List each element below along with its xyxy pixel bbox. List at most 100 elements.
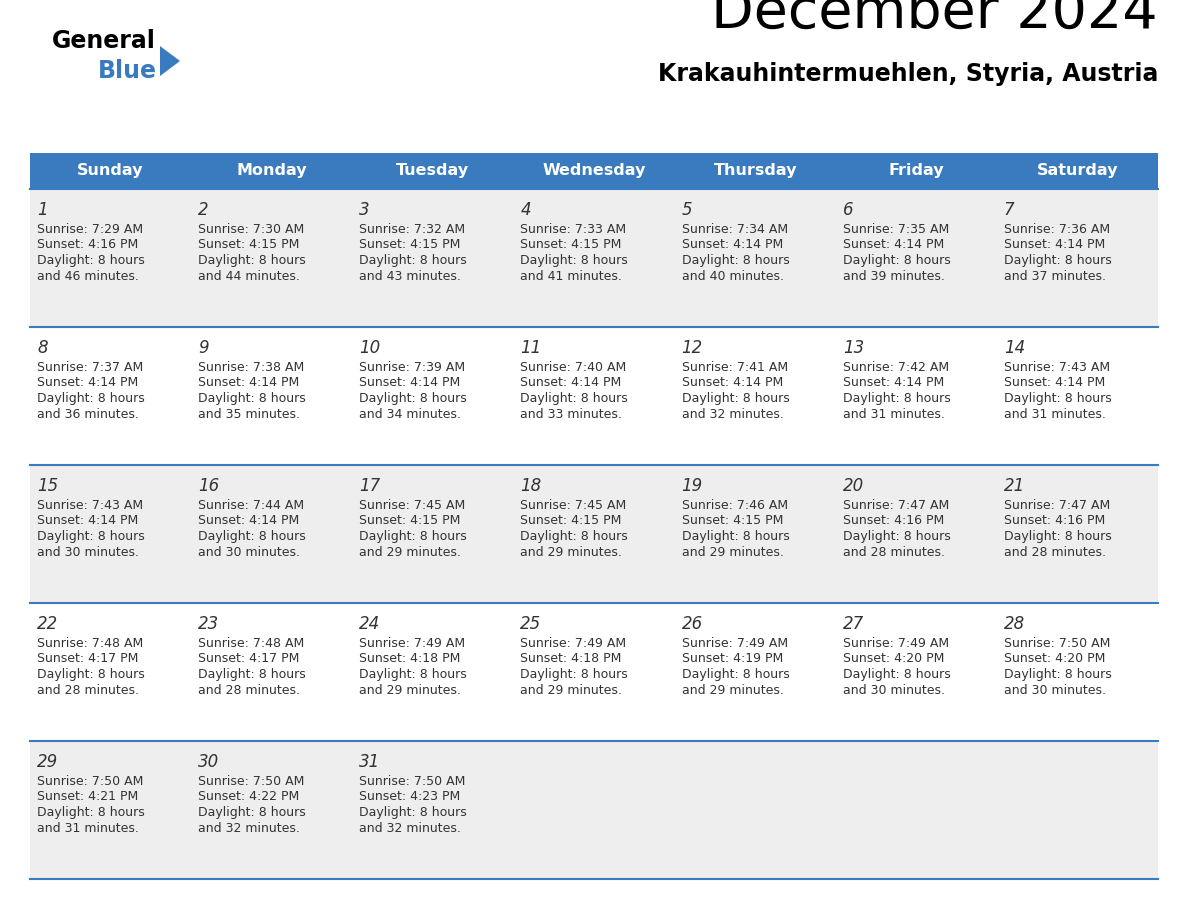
Text: 28: 28 (1004, 615, 1025, 633)
Text: Sunset: 4:14 PM: Sunset: 4:14 PM (198, 514, 299, 528)
Text: Sunset: 4:14 PM: Sunset: 4:14 PM (1004, 239, 1105, 252)
Text: and 32 minutes.: and 32 minutes. (359, 822, 461, 834)
Text: and 30 minutes.: and 30 minutes. (198, 545, 301, 558)
Text: Daylight: 8 hours: Daylight: 8 hours (37, 668, 145, 681)
Text: 10: 10 (359, 339, 380, 357)
Text: Sunset: 4:18 PM: Sunset: 4:18 PM (359, 653, 461, 666)
Text: Daylight: 8 hours: Daylight: 8 hours (359, 668, 467, 681)
Bar (30, 327, 1158, 465)
Text: Sunrise: 7:45 AM: Sunrise: 7:45 AM (359, 499, 466, 512)
Text: 27: 27 (842, 615, 864, 633)
Text: Friday: Friday (889, 163, 944, 178)
Text: 4: 4 (520, 201, 531, 219)
Text: and 32 minutes.: and 32 minutes. (198, 822, 301, 834)
Text: Daylight: 8 hours: Daylight: 8 hours (842, 392, 950, 405)
Text: Daylight: 8 hours: Daylight: 8 hours (359, 254, 467, 267)
Text: 31: 31 (359, 753, 380, 771)
Text: Sunrise: 7:33 AM: Sunrise: 7:33 AM (520, 223, 626, 236)
Text: Sunrise: 7:49 AM: Sunrise: 7:49 AM (520, 637, 626, 650)
Text: Daylight: 8 hours: Daylight: 8 hours (1004, 668, 1112, 681)
Text: Sunrise: 7:50 AM: Sunrise: 7:50 AM (1004, 637, 1111, 650)
Text: and 29 minutes.: and 29 minutes. (359, 545, 461, 558)
Text: Sunset: 4:16 PM: Sunset: 4:16 PM (37, 239, 138, 252)
Text: Sunrise: 7:32 AM: Sunrise: 7:32 AM (359, 223, 466, 236)
Text: 20: 20 (842, 477, 864, 495)
Text: Sunset: 4:20 PM: Sunset: 4:20 PM (842, 653, 944, 666)
Text: 15: 15 (37, 477, 58, 495)
Bar (30, 189, 1158, 327)
Text: Sunrise: 7:38 AM: Sunrise: 7:38 AM (198, 361, 304, 374)
Text: 26: 26 (682, 615, 703, 633)
Text: Sunset: 4:17 PM: Sunset: 4:17 PM (37, 653, 138, 666)
Text: 12: 12 (682, 339, 703, 357)
Text: 3: 3 (359, 201, 369, 219)
Text: 13: 13 (842, 339, 864, 357)
Text: and 28 minutes.: and 28 minutes. (198, 684, 301, 697)
Text: Sunrise: 7:39 AM: Sunrise: 7:39 AM (359, 361, 466, 374)
Text: Sunset: 4:15 PM: Sunset: 4:15 PM (520, 514, 621, 528)
Bar (30, 153, 1158, 189)
Text: Sunset: 4:14 PM: Sunset: 4:14 PM (520, 376, 621, 389)
Text: 18: 18 (520, 477, 542, 495)
Text: and 30 minutes.: and 30 minutes. (1004, 684, 1106, 697)
Text: Sunrise: 7:50 AM: Sunrise: 7:50 AM (198, 775, 304, 788)
Text: 6: 6 (842, 201, 853, 219)
Text: and 30 minutes.: and 30 minutes. (37, 545, 139, 558)
Text: and 29 minutes.: and 29 minutes. (682, 545, 783, 558)
Text: Sunrise: 7:30 AM: Sunrise: 7:30 AM (198, 223, 304, 236)
Text: Daylight: 8 hours: Daylight: 8 hours (359, 806, 467, 819)
Text: Sunset: 4:15 PM: Sunset: 4:15 PM (198, 239, 299, 252)
Text: 1: 1 (37, 201, 48, 219)
Text: Daylight: 8 hours: Daylight: 8 hours (520, 668, 628, 681)
Text: Sunrise: 7:44 AM: Sunrise: 7:44 AM (198, 499, 304, 512)
Text: Sunset: 4:18 PM: Sunset: 4:18 PM (520, 653, 621, 666)
Text: Daylight: 8 hours: Daylight: 8 hours (198, 530, 305, 543)
Text: Daylight: 8 hours: Daylight: 8 hours (37, 530, 145, 543)
Text: Daylight: 8 hours: Daylight: 8 hours (842, 254, 950, 267)
Text: Sunset: 4:14 PM: Sunset: 4:14 PM (198, 376, 299, 389)
Text: General: General (52, 29, 156, 53)
Text: Daylight: 8 hours: Daylight: 8 hours (37, 254, 145, 267)
Text: Sunset: 4:15 PM: Sunset: 4:15 PM (359, 514, 461, 528)
Text: Sunset: 4:19 PM: Sunset: 4:19 PM (682, 653, 783, 666)
Text: Daylight: 8 hours: Daylight: 8 hours (359, 530, 467, 543)
Text: Tuesday: Tuesday (397, 163, 469, 178)
Text: and 31 minutes.: and 31 minutes. (37, 822, 139, 834)
Text: Daylight: 8 hours: Daylight: 8 hours (682, 254, 789, 267)
Text: and 29 minutes.: and 29 minutes. (520, 545, 623, 558)
Text: Sunset: 4:15 PM: Sunset: 4:15 PM (359, 239, 461, 252)
Text: and 30 minutes.: and 30 minutes. (842, 684, 944, 697)
Text: Daylight: 8 hours: Daylight: 8 hours (198, 392, 305, 405)
Text: Blue: Blue (97, 59, 157, 83)
Text: December 2024: December 2024 (712, 0, 1158, 40)
Bar (30, 603, 1158, 741)
Text: 7: 7 (1004, 201, 1015, 219)
Text: Sunrise: 7:49 AM: Sunrise: 7:49 AM (682, 637, 788, 650)
Text: 30: 30 (198, 753, 220, 771)
Text: Sunrise: 7:29 AM: Sunrise: 7:29 AM (37, 223, 143, 236)
Text: and 44 minutes.: and 44 minutes. (198, 270, 301, 283)
Text: Wednesday: Wednesday (542, 163, 646, 178)
Text: Sunset: 4:15 PM: Sunset: 4:15 PM (682, 514, 783, 528)
Text: Daylight: 8 hours: Daylight: 8 hours (1004, 392, 1112, 405)
Text: 16: 16 (198, 477, 220, 495)
Text: and 32 minutes.: and 32 minutes. (682, 408, 783, 420)
Text: 24: 24 (359, 615, 380, 633)
Text: Sunset: 4:20 PM: Sunset: 4:20 PM (1004, 653, 1105, 666)
Text: Sunset: 4:14 PM: Sunset: 4:14 PM (842, 376, 944, 389)
Text: Sunset: 4:23 PM: Sunset: 4:23 PM (359, 790, 461, 803)
Text: 21: 21 (1004, 477, 1025, 495)
Text: Krakauhintermuehlen, Styria, Austria: Krakauhintermuehlen, Styria, Austria (658, 62, 1158, 86)
Text: Daylight: 8 hours: Daylight: 8 hours (37, 806, 145, 819)
Text: Saturday: Saturday (1037, 163, 1118, 178)
Text: and 28 minutes.: and 28 minutes. (842, 545, 944, 558)
Bar (30, 465, 1158, 603)
Text: 11: 11 (520, 339, 542, 357)
Text: 29: 29 (37, 753, 58, 771)
Text: Sunrise: 7:36 AM: Sunrise: 7:36 AM (1004, 223, 1110, 236)
Text: Sunrise: 7:49 AM: Sunrise: 7:49 AM (842, 637, 949, 650)
Text: and 46 minutes.: and 46 minutes. (37, 270, 139, 283)
Text: Sunset: 4:14 PM: Sunset: 4:14 PM (682, 239, 783, 252)
Text: Sunset: 4:16 PM: Sunset: 4:16 PM (1004, 514, 1105, 528)
Text: Sunrise: 7:43 AM: Sunrise: 7:43 AM (1004, 361, 1110, 374)
